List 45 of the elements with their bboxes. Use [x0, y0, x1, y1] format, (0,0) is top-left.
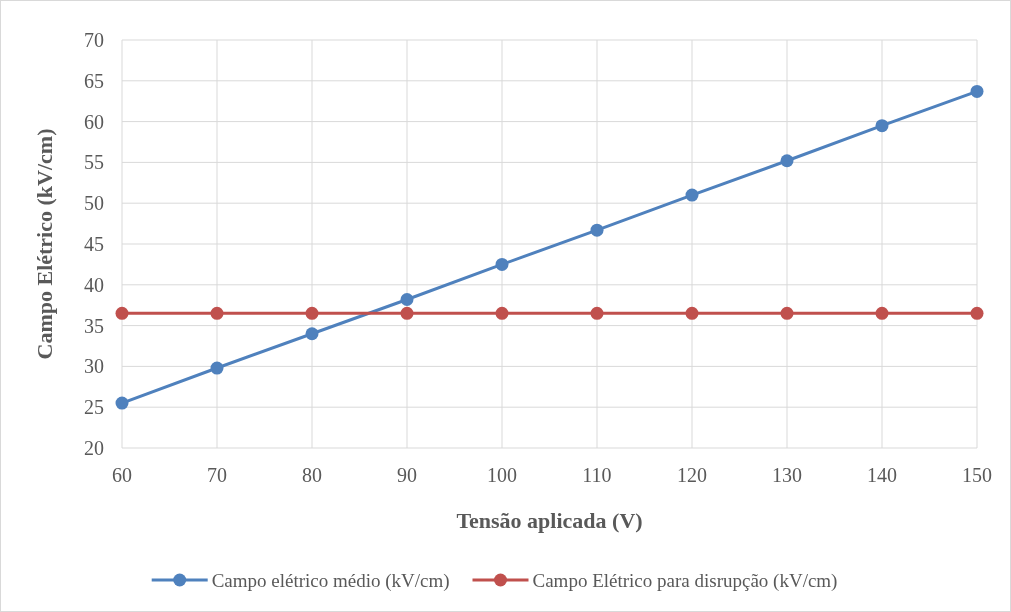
y-tick-label: 50 [84, 192, 104, 215]
point [115, 306, 129, 320]
point [305, 306, 319, 320]
point [495, 306, 509, 320]
y-tick-label: 20 [84, 437, 104, 459]
y-tick-label: 55 [84, 151, 104, 174]
x-tick-label: 140 [867, 464, 897, 486]
y-tick-label: 25 [84, 396, 104, 419]
point [305, 327, 319, 341]
y-tick-label: 45 [84, 233, 104, 255]
point [780, 154, 794, 168]
y-tick-label: 35 [84, 314, 104, 337]
point [970, 306, 984, 320]
point [970, 84, 984, 98]
point [685, 306, 699, 320]
x-tick-label: 100 [487, 464, 517, 486]
x-tick-label: 70 [207, 464, 227, 486]
point [590, 223, 604, 237]
point [780, 306, 794, 320]
x-tick-label: 60 [112, 464, 132, 486]
legend-label: Campo Elétrico para disrupção (kV/cm) [532, 569, 838, 592]
y-axis-title: Campo Elétrico (kV/cm) [32, 128, 57, 360]
x-axis-title: Tensão aplicada (V) [456, 508, 643, 533]
point [875, 119, 889, 133]
x-tick-label: 130 [772, 464, 802, 486]
y-tick-label: 40 [84, 273, 104, 296]
y-tick-label: 70 [84, 29, 104, 51]
legend-label: Campo elétrico médio (kV/cm) [211, 569, 450, 592]
y-tick-label: 30 [84, 355, 104, 378]
x-tick-label: 120 [677, 464, 707, 486]
point [590, 306, 604, 320]
point [685, 188, 699, 202]
x-tick-label: 80 [302, 464, 322, 486]
point [495, 257, 509, 271]
y-tick-label: 65 [84, 69, 104, 92]
point [875, 306, 889, 320]
x-tick-label: 150 [962, 464, 992, 486]
point [115, 396, 129, 410]
x-tick-label: 90 [397, 464, 417, 486]
point [210, 306, 224, 320]
y-tick-label: 60 [84, 110, 104, 133]
point [400, 306, 414, 320]
point [400, 292, 414, 306]
x-tick-label: 110 [582, 464, 612, 486]
point [210, 361, 224, 375]
